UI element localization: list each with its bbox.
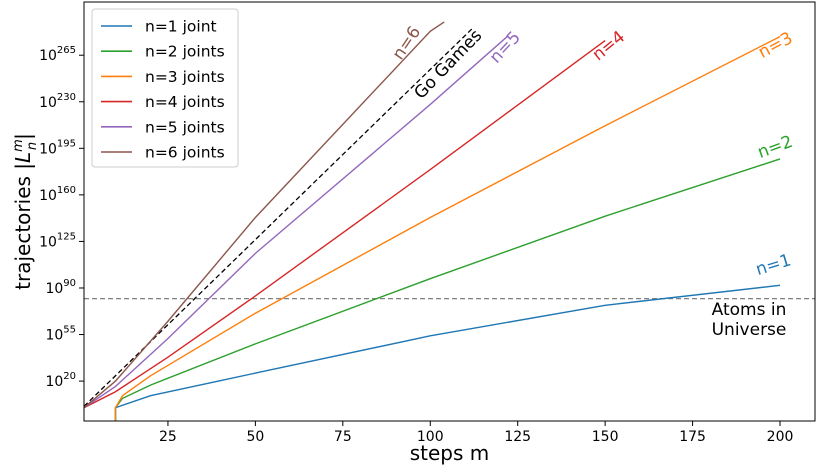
- x-axis-label: steps m: [410, 441, 490, 465]
- series-line-n3: [114, 35, 781, 421]
- atoms-in-universe-label: Atoms in: [712, 300, 787, 320]
- series-line-n5: [84, 36, 508, 409]
- series-end-label-n1: n=1: [753, 250, 793, 280]
- y-tick-label: 10160: [39, 185, 76, 204]
- y-tick-label: 1055: [45, 325, 76, 344]
- legend-entry-n6: n=6 joints: [145, 144, 225, 162]
- atoms-in-universe-label: Universe: [712, 320, 787, 340]
- series-line-n4: [84, 40, 606, 409]
- legend-entry-n4: n=4 joints: [145, 93, 225, 111]
- legend: n=1 joint n=2 joints n=3 joints n=4 joints n…: [91, 8, 239, 168]
- series-end-label-n4: n=4: [589, 27, 629, 65]
- legend-entry-n5: n=5 joints: [145, 118, 225, 136]
- series-line-n1: [114, 284, 781, 421]
- plot-frame: [83, 1, 816, 422]
- legend-entry-n1: n=1 joint: [145, 18, 217, 36]
- y-tick-label: 10125: [39, 231, 76, 250]
- y-tick-label: 1090: [45, 278, 76, 297]
- x-tick-label: 50: [246, 429, 264, 445]
- x-tick-label: 125: [504, 429, 531, 445]
- y-tick-label: 10230: [39, 92, 76, 111]
- series-line-n6: [84, 21, 445, 409]
- x-tick-label: 200: [767, 429, 794, 445]
- series-end-label-n3: n=3: [755, 28, 796, 62]
- x-tick-label: 75: [334, 429, 352, 445]
- y-axis-label: trajectories |Lmn|: [11, 133, 40, 290]
- series-end-label-n2: n=2: [755, 132, 796, 163]
- series-end-label-n5: n=5: [486, 28, 525, 68]
- legend-entry-n3: n=3 joints: [145, 68, 225, 86]
- x-tick-label: 100: [417, 429, 444, 445]
- x-tick-label: 25: [159, 429, 177, 445]
- y-tick-label: 1020: [45, 371, 76, 390]
- x-tick-label: 150: [592, 429, 619, 445]
- y-tick-label: 10265: [39, 45, 76, 64]
- legend-entry-n2: n=2 joints: [145, 43, 225, 61]
- y-tick-label: 10195: [39, 138, 76, 157]
- x-tick-label: 175: [679, 429, 706, 445]
